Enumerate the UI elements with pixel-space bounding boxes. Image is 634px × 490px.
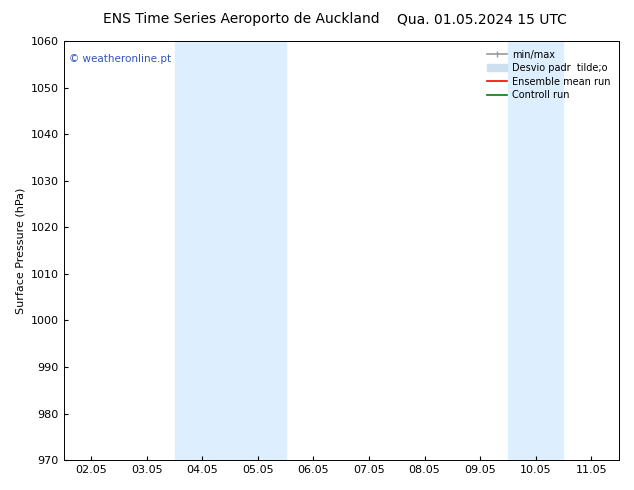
Bar [174,41,230,460]
Text: © weatheronline.pt: © weatheronline.pt [69,53,171,64]
Y-axis label: Surface Pressure (hPa): Surface Pressure (hPa) [15,187,25,314]
Text: ENS Time Series Aeroporto de Auckland: ENS Time Series Aeroporto de Auckland [103,12,379,26]
Legend: min/max, Desvio padr  tilde;o, Ensemble mean run, Controll run: min/max, Desvio padr tilde;o, Ensemble m… [484,46,614,104]
Text: Qua. 01.05.2024 15 UTC: Qua. 01.05.2024 15 UTC [397,12,567,26]
Bar [230,41,286,460]
Bar [508,41,564,460]
